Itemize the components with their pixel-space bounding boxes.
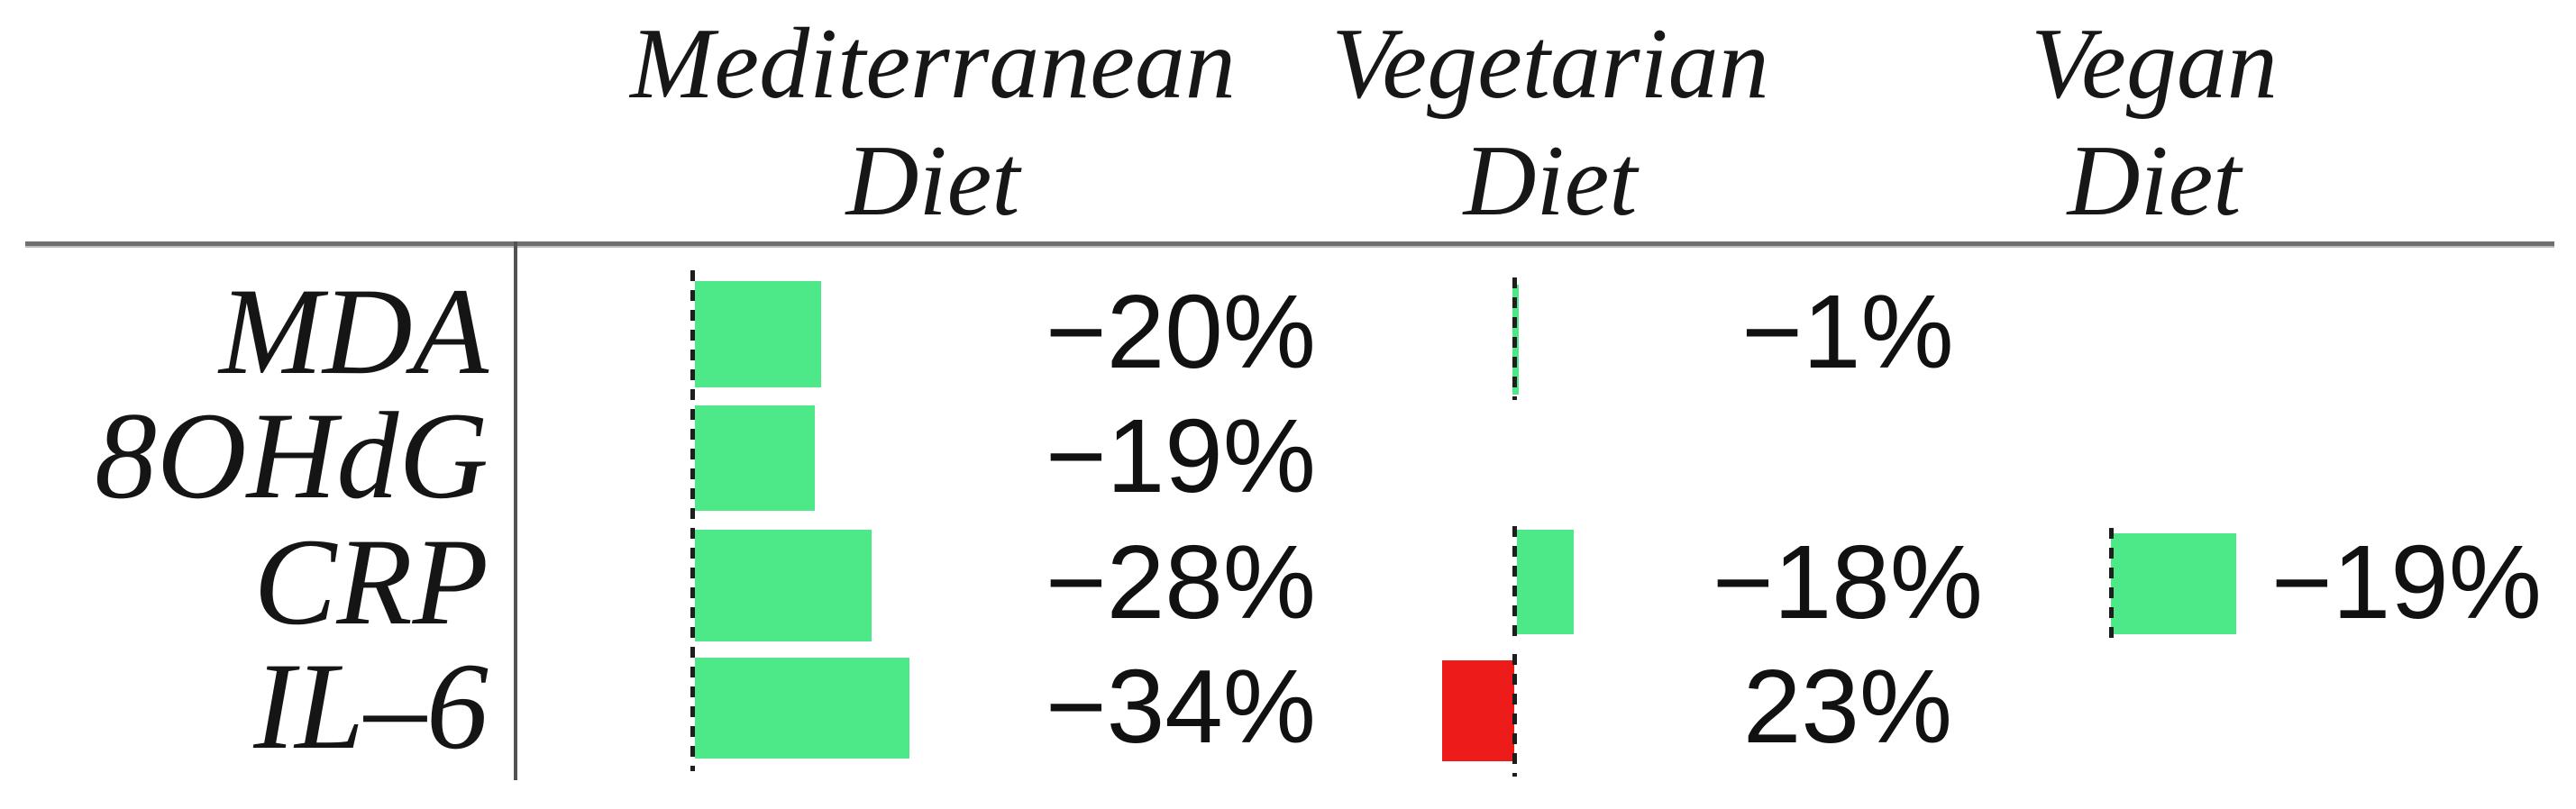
column-header-vegan: Vegan Diet [1785,5,2524,240]
column-header-mediterranean-line2: Diet [845,125,1020,237]
bar-vegan-crp [2111,533,2236,634]
row-label-crp: CRP [253,513,489,650]
bar-vegetarian-crp [1517,530,1574,634]
column-header-vegan-line1: Vegan [2031,8,2278,120]
value-label-mediterranean-il6: −34% [1046,648,1316,765]
value-label-vegetarian-crp: −18% [1713,523,1983,641]
row-label-mda: MDA [219,262,489,400]
column-header-vegan-line2: Diet [2067,125,2242,237]
row-label-8ohdg: 8OHdG [95,386,489,524]
baseline-vegetarian-mda [1512,277,1517,400]
bar-mediterranean-mda [695,281,821,387]
value-label-vegetarian-il6: 23% [1742,648,1953,765]
column-header-vegetarian: Vegetarian Diet [1181,5,1920,240]
column-header-vegetarian-line1: Vegetarian [1331,8,1769,120]
value-label-mediterranean-crp: −28% [1046,523,1316,641]
baseline-vegetarian-crp [1512,526,1517,643]
bar-mediterranean-crp [695,530,872,641]
column-header-mediterranean-line1: Mediterranean [630,8,1236,120]
value-label-mediterranean-mda: −20% [1046,273,1316,390]
baseline-mediterranean [690,270,695,771]
bar-mediterranean-8ohdg [695,405,815,511]
row-label-divider-line [514,241,517,780]
column-header-mediterranean: Mediterranean Diet [563,5,1302,240]
value-label-mediterranean-8ohdg: −19% [1046,397,1316,514]
bar-vegetarian-il6 [1441,660,1514,761]
column-header-vegetarian-line2: Diet [1463,125,1638,237]
header-divider-line [25,241,2554,248]
baseline-vegan-crp [2109,528,2114,643]
bar-mediterranean-il6 [695,658,909,759]
baseline-vegetarian-il6 [1512,654,1517,777]
value-label-vegetarian-mda: −1% [1741,273,1954,390]
row-label-il6: IL–6 [253,637,489,775]
value-label-vegan-crp: −19% [2271,523,2542,641]
